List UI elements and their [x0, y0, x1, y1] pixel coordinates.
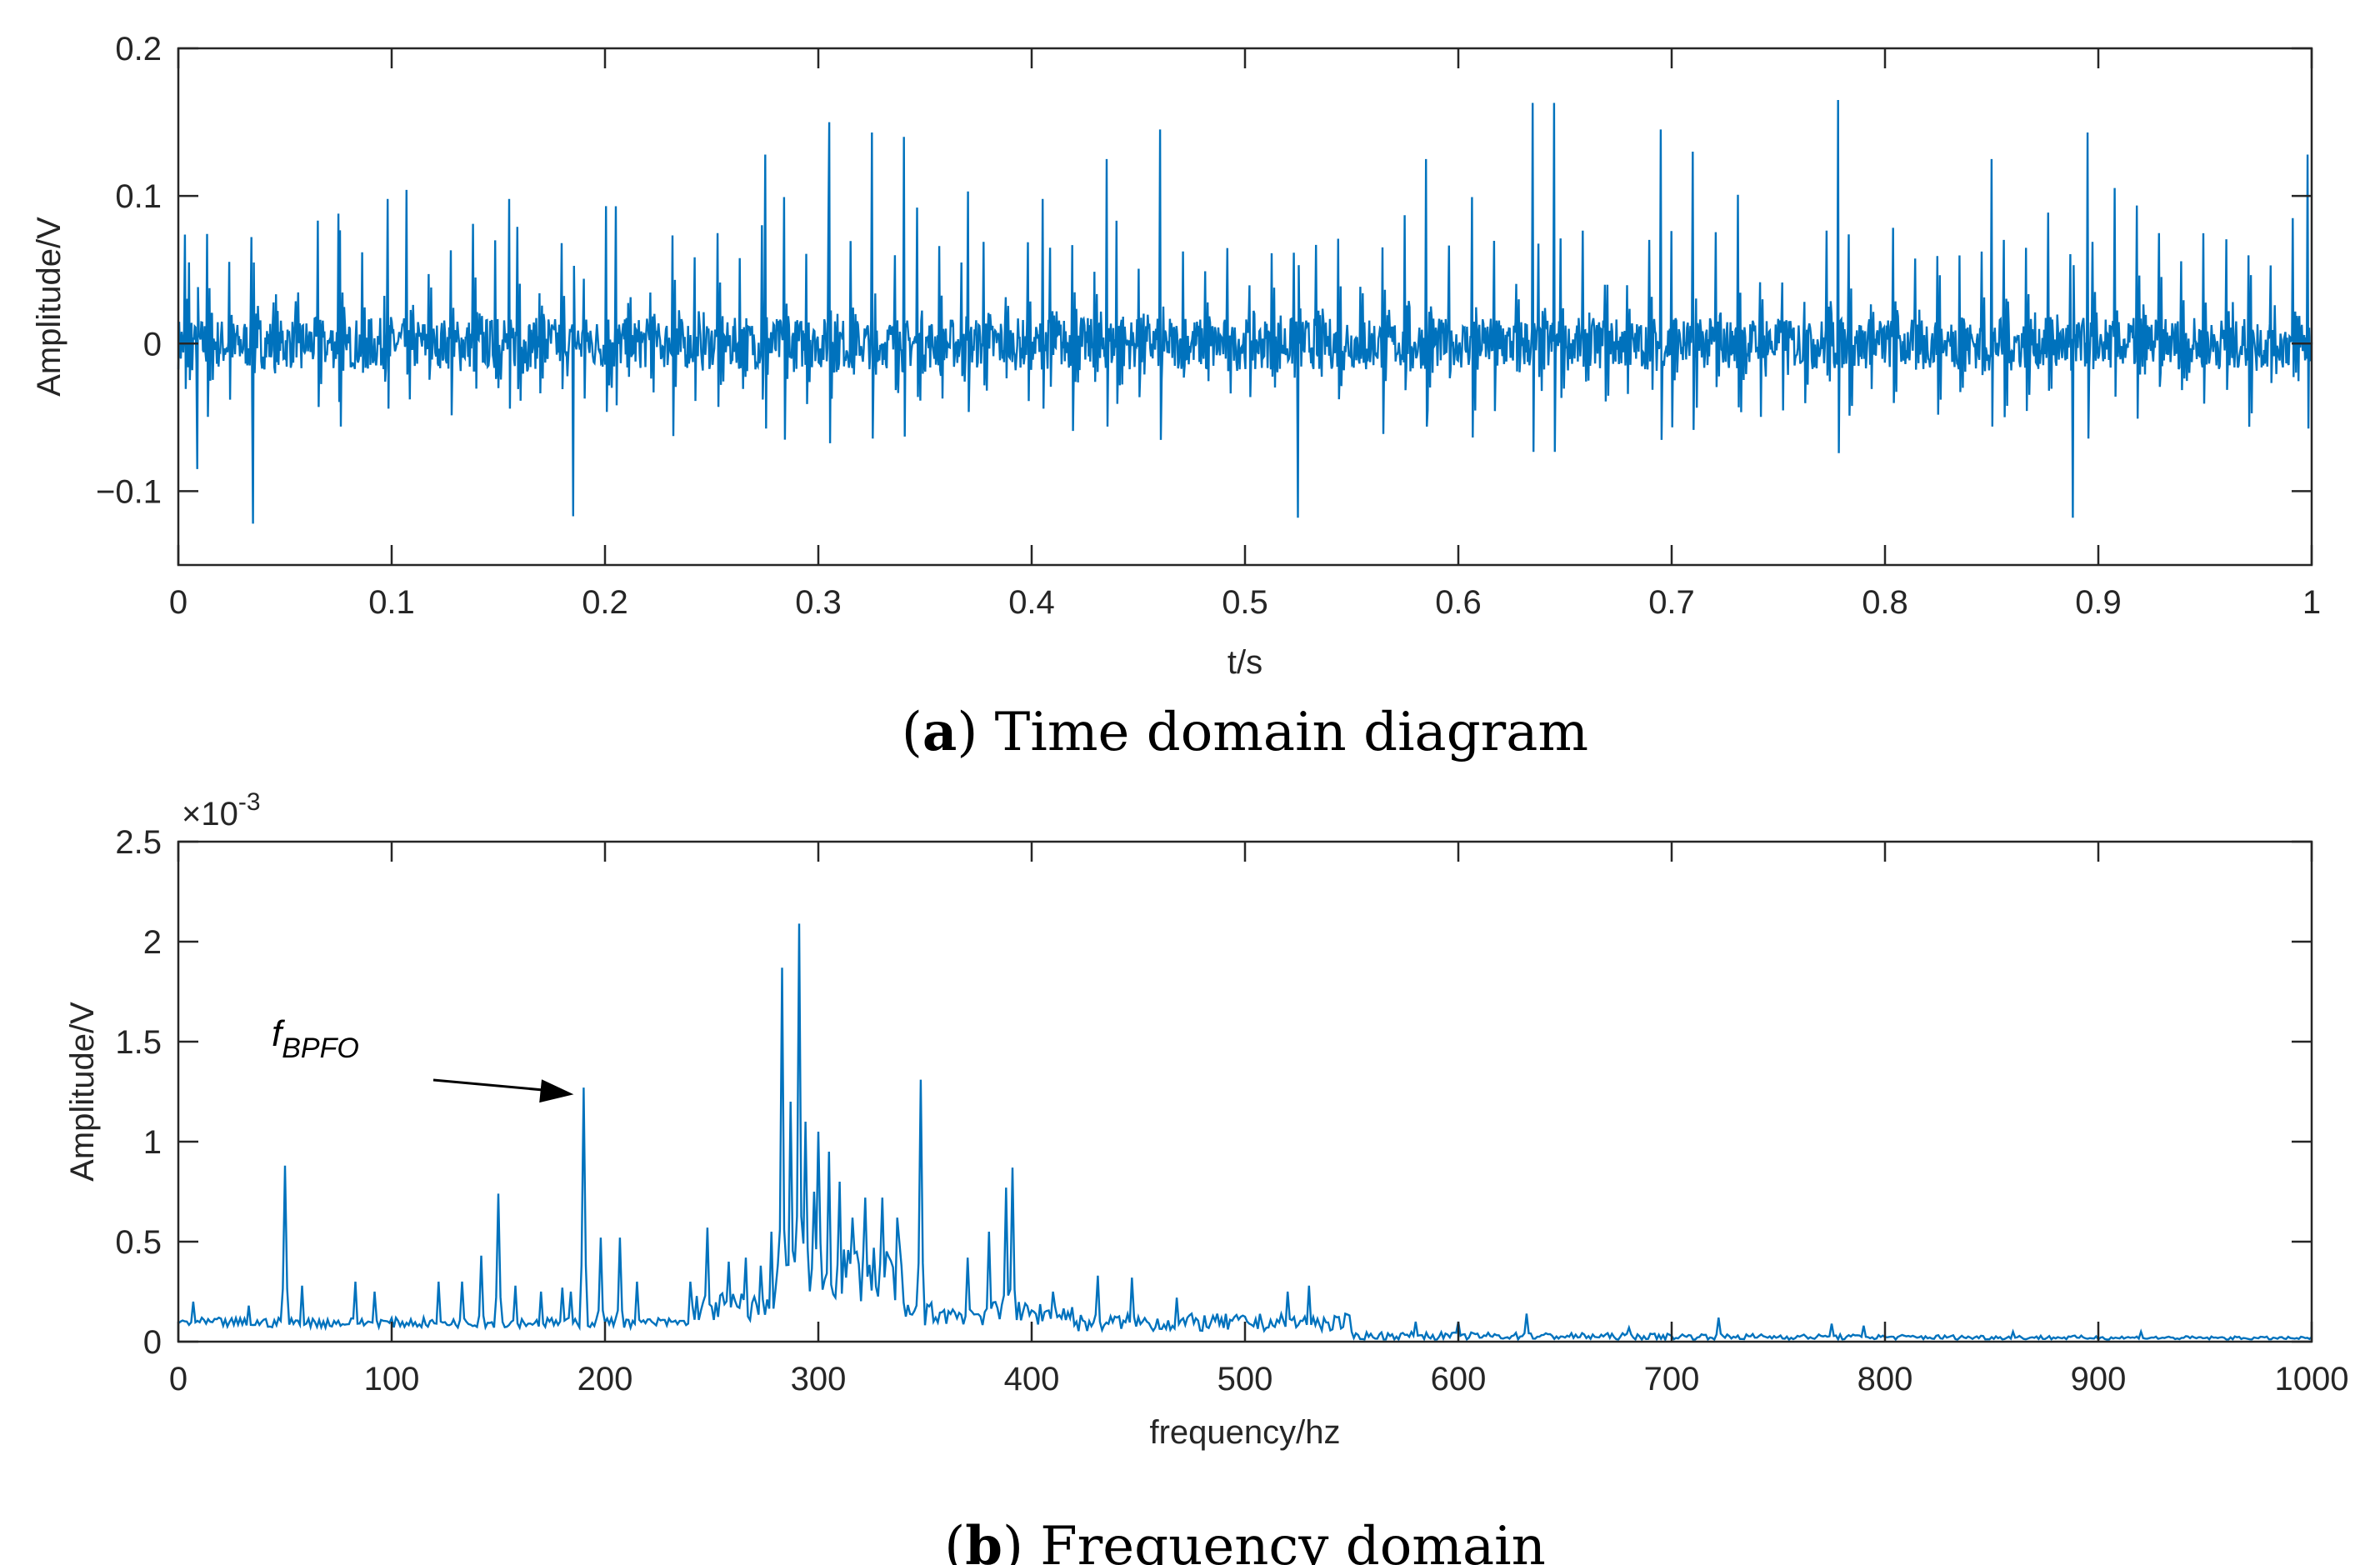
panel-a-x-ticks: 0 0.1 0.2 0.3 0.4 0.5 0.6 0.7 0.8 0.9 1: [169, 48, 2321, 621]
panel-b-x-axis-label: frequency/hz: [1149, 1414, 1340, 1451]
y-exponent-base: ×10: [182, 796, 238, 832]
y-tick-label: 2: [143, 924, 162, 961]
bpfo-arrow-shaft: [432, 1078, 546, 1092]
panel-a-caption: (a) Time domain diagram: [902, 701, 1588, 763]
panel-a-caption-text: Time domain diagram: [995, 702, 1588, 763]
x-tick-label: 900: [2071, 1361, 2127, 1398]
x-tick-label: 0.9: [2075, 584, 2122, 621]
x-tick-label: 0.6: [1435, 584, 1482, 621]
y-tick-label: 0.2: [115, 31, 162, 68]
y-tick-label: 0: [143, 326, 162, 362]
spectrum-line: [178, 923, 2312, 1342]
x-tick-label: 200: [578, 1361, 633, 1398]
x-tick-label: 0.8: [1862, 584, 1908, 621]
y-tick-label: −0.1: [96, 473, 162, 510]
y-tick-label: 0.5: [115, 1224, 162, 1261]
y-tick-label: 0: [143, 1324, 162, 1361]
x-tick-label: 1000: [2275, 1361, 2349, 1398]
panel-a-caption-letter: a: [922, 701, 957, 763]
y-tick-label: 1: [143, 1124, 162, 1161]
x-tick-label: 0: [169, 1361, 188, 1398]
x-tick-label: 0.5: [1222, 584, 1268, 621]
panel-a-y-ticks: −0.1 0 0.1 0.2: [96, 31, 2312, 510]
x-tick-label: 600: [1431, 1361, 1487, 1398]
y-tick-label: 1.5: [115, 1024, 162, 1061]
x-tick-label: 0.1: [368, 584, 415, 621]
x-tick-label: 0: [169, 584, 188, 621]
x-tick-label: 300: [791, 1361, 847, 1398]
panel-b-y-exponent: ×10-3: [182, 788, 261, 832]
x-tick-label: 400: [1004, 1361, 1060, 1398]
x-tick-label: 800: [1858, 1361, 1913, 1398]
y-tick-label: 0.1: [115, 178, 162, 215]
panel-b-y-axis-label: Amplitude/V: [64, 1002, 101, 1182]
x-tick-label: 1: [2302, 584, 2321, 621]
x-tick-label: 500: [1218, 1361, 1273, 1398]
x-tick-label: 0.3: [795, 584, 842, 621]
panel-b-caption: (b) Frequency domain: [944, 1515, 1546, 1565]
y-exponent-power: -3: [238, 788, 261, 816]
panel-b-y-ticks: 0 0.5 1 1.5 2 2.5: [115, 824, 2312, 1361]
time-signal-series: [177, 99, 2313, 524]
time-signal-line: [177, 99, 2313, 524]
bpfo-arrow-head: [539, 1079, 574, 1103]
x-tick-label: 0.7: [1648, 584, 1695, 621]
spectrum-series: [178, 923, 2312, 1342]
x-tick-label: 0.4: [1008, 584, 1055, 621]
bpfo-annotation-subscript: BPFO: [282, 1032, 359, 1064]
x-tick-label: 100: [364, 1361, 420, 1398]
x-tick-label: 0.2: [582, 584, 628, 621]
panel-b-caption-text: Frequency domain: [1040, 1516, 1546, 1565]
panel-b-frequency-domain: 0 100 200 300 400 500 600 700 800 900 1000 0 0.5 1 1.…: [64, 788, 2348, 1565]
panel-a-x-axis-label: t/s: [1228, 644, 1262, 681]
panel-a-y-axis-label: Amplitude/V: [31, 217, 68, 397]
y-tick-label: 2.5: [115, 824, 162, 861]
panel-b-x-ticks: 0 100 200 300 400 500 600 700 800 900 1000: [169, 842, 2349, 1398]
panel-b-caption-letter: b: [965, 1515, 1002, 1565]
x-tick-label: 700: [1644, 1361, 1700, 1398]
